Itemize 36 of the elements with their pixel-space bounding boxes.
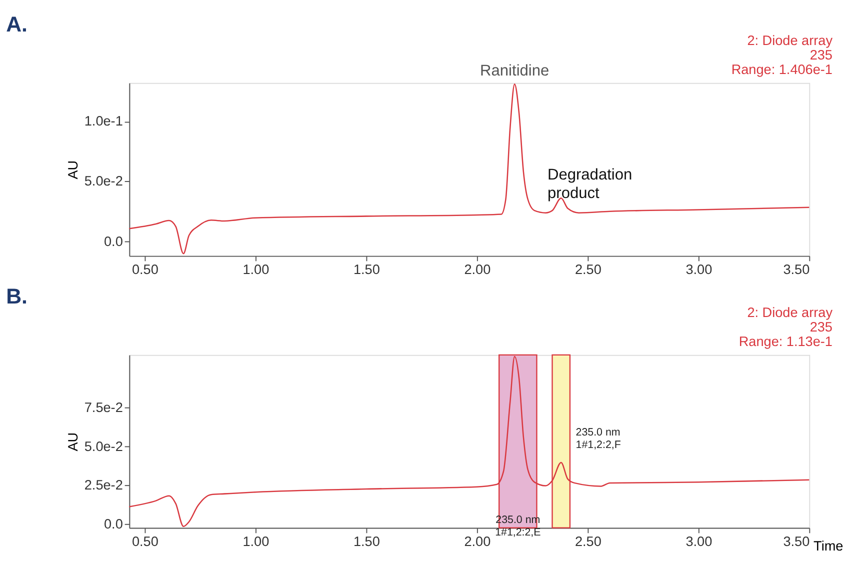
y-tick-label: 0.0 [104, 234, 124, 249]
text: 2: Diode array [747, 305, 833, 320]
y-axis-title: AU [66, 432, 81, 452]
text: 235 [810, 48, 832, 63]
y-tick-label: 2.5e-2 [84, 478, 123, 493]
text: 2: Diode array [747, 33, 833, 48]
y-axis-title: AU [66, 160, 81, 180]
x-tick-label: 1.50 [353, 262, 380, 277]
y-tick-label: 0.0 [104, 516, 124, 532]
x-tick-label: 2.50 [574, 534, 602, 549]
x-tick-label: 3.50 [783, 262, 810, 277]
annotation: Degradation product [548, 166, 632, 202]
y-tick-label: 5.0e-2 [84, 174, 123, 189]
x-tick-label: 0.50 [132, 262, 159, 277]
x-tick-label: 2.50 [574, 262, 602, 277]
chart-title: A. [6, 12, 28, 36]
x-tick-label: 3.50 [783, 534, 810, 549]
text: 235 [810, 320, 832, 335]
x-tick-label: 2.00 [464, 534, 492, 549]
text: Range: 1.406e-1 [731, 62, 832, 78]
x-tick-label: 1.00 [242, 534, 270, 549]
y-tick-label: 1.0e-1 [84, 114, 123, 129]
text: Range: 1.13e-1 [738, 334, 832, 350]
x-tick-label: 3.00 [686, 534, 713, 549]
x-tick-label: 1.50 [353, 534, 380, 549]
x-axis-title: Time [814, 538, 844, 554]
y-tick-label: 7.5e-2 [84, 400, 123, 416]
x-tick-label: 2.00 [464, 262, 492, 277]
chart-title: B. [6, 284, 28, 308]
y-tick-label: 5.0e-2 [84, 438, 123, 454]
band-label: 235.0 nm 1#1,2:2,F [576, 426, 622, 452]
x-tick-label: 0.50 [132, 534, 159, 549]
annotation: Ranitidine [480, 62, 550, 80]
x-tick-label: 3.00 [686, 262, 713, 277]
x-tick-label: 1.00 [242, 262, 270, 277]
line-series [128, 83, 810, 254]
